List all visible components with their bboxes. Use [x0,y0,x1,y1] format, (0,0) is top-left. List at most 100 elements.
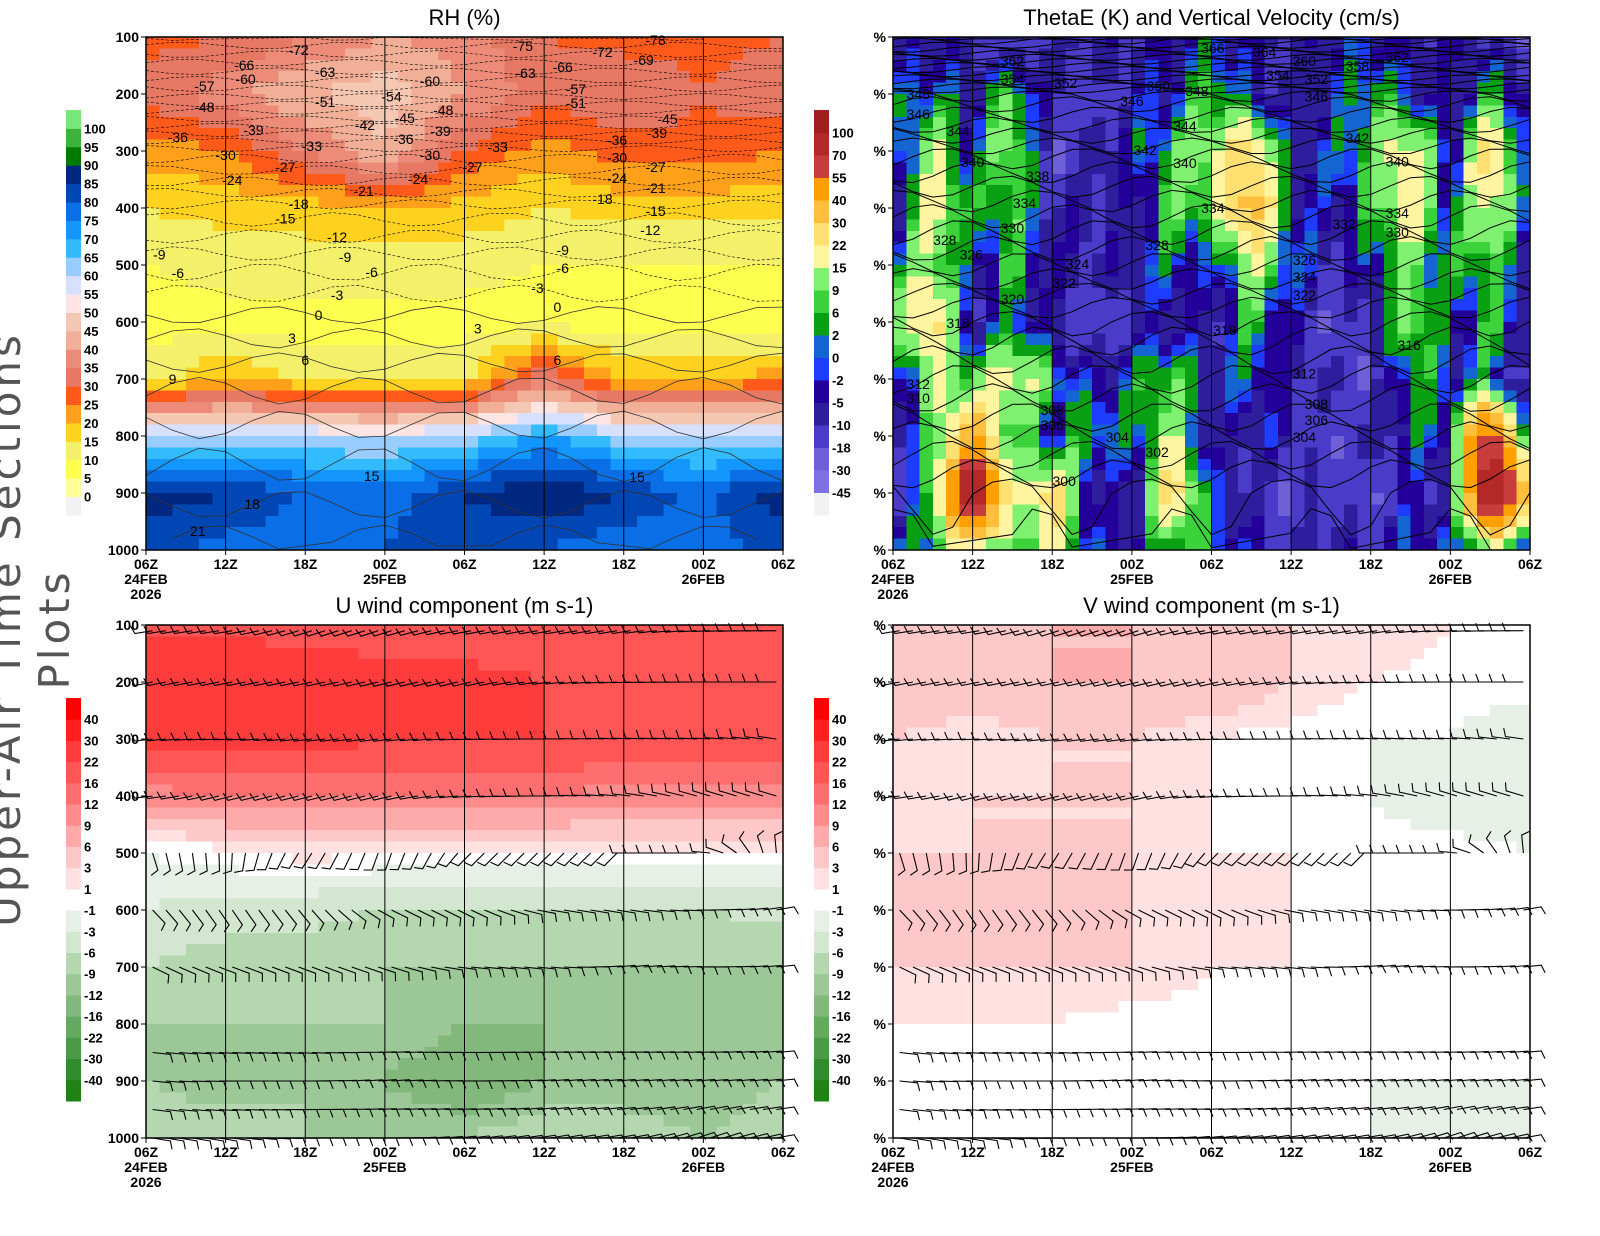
field-cell [1145,151,1160,163]
field-cell [159,704,174,717]
field-cell [1158,413,1173,426]
field-cell [159,196,174,209]
field-cell [583,37,598,49]
field-cell [1052,242,1067,255]
field-cell [384,401,399,414]
field-cell [305,515,320,528]
field-cell [1131,515,1146,528]
field-cell [637,344,651,357]
field-cell [623,310,638,323]
field-cell [1038,265,1053,277]
field-cell [906,538,921,551]
field-cell [1211,185,1226,198]
field-cell [477,151,492,163]
field-cell [1370,379,1385,391]
field-cell [985,390,1000,403]
field-cell [477,436,492,448]
field-cell [437,219,452,232]
field-cell [172,493,187,505]
field-cell [676,527,691,540]
field-cell [1224,504,1239,517]
field-cell [663,276,678,289]
field-cell [1490,538,1505,551]
field-cell [769,173,784,186]
field-cell [999,356,1014,369]
field-cell [690,538,704,551]
field-cell [517,208,532,220]
field-cell [597,253,612,266]
field-cell [1357,538,1372,551]
field-cell [932,59,947,72]
field-cell [1158,436,1173,448]
field-cell [663,242,678,255]
field-cell [530,71,545,84]
field-cell [1184,436,1199,448]
field-cell [1038,356,1053,369]
field-cell [544,128,558,141]
field-cell [517,413,532,426]
field-cell [1437,230,1451,243]
field-cell [743,48,758,61]
field-cell [1397,504,1412,517]
field-cell [1490,265,1505,277]
field-cell [637,299,651,312]
field-cell [743,401,758,414]
field-cell [1251,242,1266,255]
field-cell [959,208,974,220]
field-cell [212,379,227,391]
field-cell [1291,196,1305,209]
field-cell [1490,37,1505,49]
field-cell [1105,538,1120,551]
field-cell [919,390,934,403]
contour-label: -39 [430,123,450,139]
field-cell [1238,185,1252,198]
contour-label: 330 [1001,220,1025,236]
field-cell [729,48,744,61]
field-cell [146,151,160,163]
field-cell [212,887,227,900]
field-cell [663,367,678,380]
field-cell [411,436,426,448]
field-cell [1423,208,1438,220]
field-cell [225,162,240,175]
field-cell [906,310,921,323]
field-cell [291,538,306,551]
field-cell [729,493,744,505]
field-cell [1463,436,1478,448]
field-cell [1118,94,1133,106]
field-cell [1211,94,1226,106]
contour-label: 326 [1293,252,1317,268]
field-cell [1118,128,1133,141]
field-cell [1131,481,1146,494]
field-cell [491,401,505,414]
field-cell [583,424,598,437]
field-cell [1198,493,1213,505]
field-cell [1224,208,1239,220]
field-cell [1370,162,1385,175]
field-cell [570,310,585,323]
field-cell [972,527,987,540]
field-cell [1423,322,1438,334]
field-cell [972,493,987,505]
field-cell [919,379,934,391]
colorbar-swatch [66,386,81,406]
field-cell [557,139,572,152]
field-cell [305,504,320,517]
field-cell [756,185,771,198]
colorbar-swatch [66,349,81,369]
field-cell [1423,128,1438,141]
field-cell [517,333,532,346]
field-cell [1078,322,1093,334]
field-cell [517,322,532,334]
field-cell [1158,173,1173,186]
field-cell [959,173,974,186]
field-cell [1105,287,1120,300]
field-cell [1038,242,1053,255]
field-cell [1184,265,1199,277]
field-cell [893,458,907,471]
field-cell [906,470,921,483]
field-cell [1437,151,1451,163]
field-cell [291,333,306,346]
field-cell [1092,413,1106,426]
